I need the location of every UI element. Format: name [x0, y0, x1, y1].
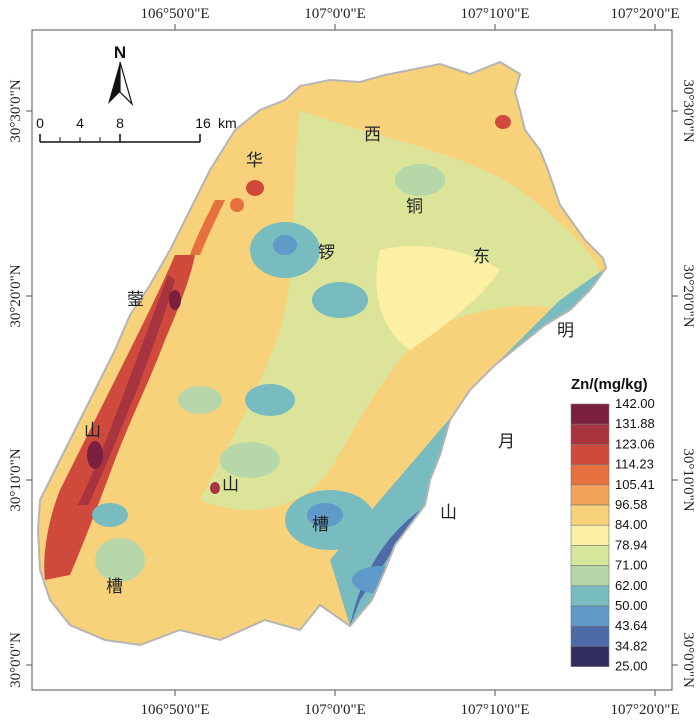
north-arrow: N: [108, 43, 134, 107]
legend-break-label: 114.23: [615, 457, 654, 472]
place-label-luo: 锣: [318, 243, 335, 263]
lon-label-top-4: 107°20'0"E: [611, 6, 680, 22]
scale-bar: 0 4 8 16 km: [36, 115, 237, 143]
scale-unit: km: [218, 115, 237, 131]
legend-break-label: 78.94: [615, 537, 648, 552]
legend-labels: 142.00 131.88 123.06 114.23 105.41 96.58 84.00…: [615, 396, 655, 674]
lat-label-right-1: 30°30'0"N: [680, 79, 696, 142]
place-label-shan-left: 山: [84, 421, 101, 441]
lat-label-right-4: 30°0'0"N: [680, 632, 696, 688]
place-label-shan-right: 山: [440, 503, 457, 523]
legend-swatch: [570, 444, 610, 465]
legend-swatch: [570, 464, 610, 486]
lon-label-bottom-3: 107°10'0"E: [461, 702, 530, 718]
scale-tick-0: 0: [36, 115, 44, 131]
legend-swatch: [570, 545, 610, 566]
legend-break-label: 43.64: [615, 618, 648, 633]
place-label-cao-left: 槽: [106, 577, 123, 597]
graticule-ticks: [26, 24, 678, 696]
legend-title: Zn/(mg/kg): [571, 376, 648, 393]
legend-swatch: [570, 625, 610, 647]
legend-swatch: [570, 565, 610, 587]
place-label-ying: 蓥: [127, 290, 144, 310]
place-label-dong: 东: [473, 247, 490, 267]
legend-break-label: 131.88: [615, 416, 655, 431]
legend-swatch: [570, 484, 610, 506]
legend-swatch: [570, 646, 610, 667]
lat-label-right-2: 30°20'0"N: [680, 264, 696, 327]
legend-swatch: [570, 585, 610, 607]
legend-break-label: 84.00: [615, 517, 648, 532]
lon-label-bottom-4: 107°20'0"E: [611, 702, 680, 718]
place-label-hua: 华: [246, 151, 263, 171]
north-arrow-right-half: [119, 61, 134, 107]
legend-break-label: 105.41: [615, 477, 655, 492]
scale-tick-4: 4: [76, 115, 84, 131]
legend-swatch: [570, 504, 610, 526]
north-arrow-label: N: [114, 43, 126, 62]
concentration-surface: [38, 62, 606, 645]
legend-break-label: 123.06: [615, 436, 655, 451]
legend-swatch: [570, 423, 610, 445]
place-label-ming: 明: [557, 321, 574, 341]
lon-label-top-1: 106°50'0"E: [141, 6, 210, 22]
lon-label-bottom-1: 106°50'0"E: [141, 702, 210, 718]
place-label-yue: 月: [498, 432, 515, 452]
lon-label-top-2: 107°0'0"E: [304, 6, 366, 22]
legend-break-label: 50.00: [615, 598, 648, 613]
legend-break-label: 96.58: [615, 497, 648, 512]
place-label-shan-mid: 山: [222, 475, 239, 495]
lat-label-left-3: 30°10'0"N: [8, 448, 24, 511]
lat-label-left-2: 30°20'0"N: [8, 264, 24, 327]
legend-break-label: 34.82: [615, 638, 648, 653]
region-boundary: [36, 60, 608, 647]
legend-swatch: [570, 403, 610, 425]
lat-label-left-4: 30°0'0"N: [8, 632, 24, 688]
place-label-xi: 西: [364, 125, 381, 145]
scale-tick-8: 8: [116, 115, 124, 131]
legend-swatch: [570, 605, 610, 627]
legend-break-label: 142.00: [615, 396, 655, 411]
legend-swatches: [570, 403, 610, 667]
north-arrow-left-half: [108, 62, 120, 104]
scale-tick-16: 16: [195, 115, 211, 131]
legend-swatch: [570, 524, 610, 546]
legend-break-label: 62.00: [615, 578, 648, 593]
lon-label-bottom-2: 107°0'0"E: [304, 702, 366, 718]
lat-label-right-3: 30°10'0"N: [680, 448, 696, 511]
lon-label-top-3: 107°10'0"E: [461, 6, 530, 22]
place-label-cao-mid: 槽: [312, 515, 329, 535]
legend-break-label: 71.00: [615, 558, 648, 573]
lat-label-left-1: 30°30'0"N: [8, 79, 24, 142]
legend: Zn/(mg/kg) 142.00 131.88 123.06 114.23 105.4…: [570, 376, 655, 674]
legend-break-label: 25.00: [615, 659, 648, 674]
place-label-tong: 铜: [406, 197, 423, 217]
